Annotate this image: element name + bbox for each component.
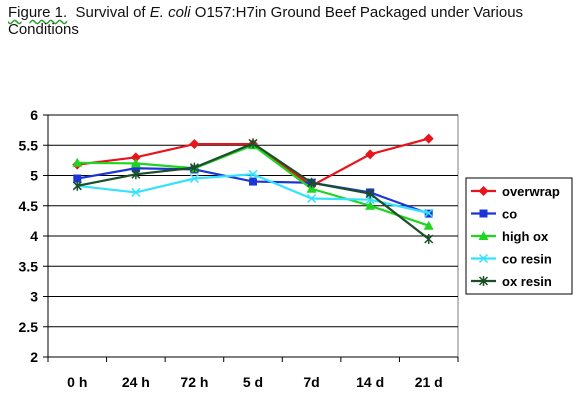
y-tick-label: 4.5 bbox=[19, 198, 39, 214]
data-point-overwrap bbox=[130, 152, 141, 163]
figure-label: Figure 1. bbox=[8, 4, 68, 21]
legend-marker-high-ox bbox=[478, 231, 489, 240]
data-point-overwrap bbox=[365, 149, 376, 160]
data-point-ox-resin bbox=[365, 188, 375, 199]
legend-label-high-ox: high ox bbox=[502, 229, 549, 244]
data-point-overwrap bbox=[423, 133, 434, 144]
legend-label-overwrap: overwrap bbox=[502, 184, 560, 199]
data-point-high-ox bbox=[365, 200, 376, 210]
legend-marker-overwrap bbox=[478, 186, 489, 196]
title-text-after: O157:H7in Ground Beef Packaged under Var… bbox=[8, 4, 524, 38]
legend-marker-ox-resin bbox=[478, 276, 489, 286]
y-tick-label: 5.5 bbox=[19, 137, 39, 153]
y-tick-label: 6 bbox=[30, 107, 38, 123]
x-tick-label: 24 h bbox=[122, 374, 150, 390]
data-point-high-ox bbox=[423, 220, 434, 230]
data-point-high-ox bbox=[306, 183, 317, 193]
y-tick-label: 5 bbox=[30, 168, 38, 184]
y-tick-label: 2 bbox=[30, 349, 38, 365]
data-point-ox-resin bbox=[189, 162, 199, 173]
y-tick-label: 2.5 bbox=[19, 319, 39, 335]
data-point-co-resin bbox=[131, 187, 141, 197]
data-point-co-resin bbox=[189, 173, 199, 184]
data-point-co bbox=[131, 164, 140, 173]
title-italic-organism: E. coli bbox=[149, 4, 191, 21]
data-point-co bbox=[249, 177, 257, 186]
legend-marker-co bbox=[479, 209, 488, 218]
x-tick-label: 14 d bbox=[356, 374, 384, 390]
data-point-co bbox=[73, 174, 82, 183]
data-point-co-resin bbox=[424, 208, 434, 218]
chart-title: Figure 1. Survival of E. coli O157:H7in … bbox=[8, 4, 568, 38]
data-point-co-resin bbox=[307, 193, 317, 204]
y-tick-label: 3 bbox=[30, 289, 38, 305]
data-point-high-ox bbox=[72, 157, 83, 167]
data-point-ox-resin bbox=[131, 169, 141, 180]
data-point-overwrap bbox=[189, 139, 200, 150]
x-tick-label: 72 h bbox=[180, 374, 208, 390]
data-point-ox-resin bbox=[424, 234, 434, 245]
data-point-high-ox bbox=[130, 158, 141, 168]
title-text-before: Survival of bbox=[75, 4, 146, 21]
data-point-ox-resin bbox=[307, 177, 317, 188]
data-point-ox-resin bbox=[248, 138, 258, 149]
legend-marker-co-resin bbox=[478, 253, 489, 264]
data-point-ox-resin bbox=[72, 180, 82, 191]
y-tick-label: 4 bbox=[30, 228, 38, 244]
legend-label-ox-resin: ox resin bbox=[502, 274, 552, 289]
data-point-co-resin bbox=[248, 169, 258, 179]
x-tick-label: 5 d bbox=[243, 374, 263, 390]
x-tick-label: 21 d bbox=[415, 374, 443, 390]
x-tick-label: 0 h bbox=[67, 374, 87, 390]
x-tick-label: 7d bbox=[303, 374, 319, 390]
legend-label-co-resin: co resin bbox=[502, 252, 552, 267]
legend-label-co: co bbox=[502, 207, 517, 222]
y-tick-label: 3.5 bbox=[19, 258, 39, 274]
